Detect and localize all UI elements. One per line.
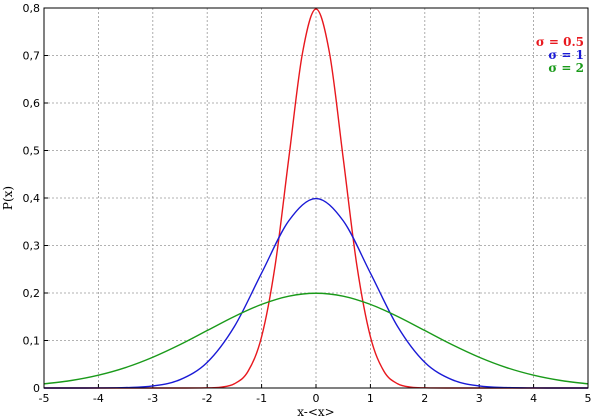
legend-entry: σ = 2 <box>548 61 584 75</box>
x-tick-label: 5 <box>585 392 592 405</box>
y-tick-label: 0 <box>33 382 40 395</box>
legend-entry: σ = 1 <box>548 48 584 62</box>
x-tick-label: 3 <box>476 392 483 405</box>
x-tick-label: -5 <box>39 392 50 405</box>
y-axis-label: P(x) <box>1 186 15 210</box>
plot-frame <box>43 7 589 389</box>
y-tick-label: 0,2 <box>23 287 41 300</box>
y-tick-label: 0,7 <box>23 50 41 63</box>
x-tick-label: 4 <box>530 392 537 405</box>
x-tick-label: -1 <box>256 392 267 405</box>
y-tick-label: 0,3 <box>23 240 41 253</box>
x-tick-label: -3 <box>147 392 158 405</box>
legend-entry: σ = 0.5 <box>536 35 584 49</box>
x-tick-label: 1 <box>367 392 374 405</box>
series-line <box>43 197 589 389</box>
x-tick-label: -4 <box>93 392 104 405</box>
y-tick-label: 0,5 <box>23 145 41 158</box>
legend: σ = 0.5σ = 1σ = 2 <box>536 35 584 75</box>
tick-labels: -5 -4 -3 -2 -1 0 1 2 3 4 5 0 0,1 0,2 0,3 0,4 0,5 0,6 0,7 0,… <box>23 2 592 405</box>
series-line <box>43 292 589 385</box>
x-axis-label: x-<x> <box>297 405 335 419</box>
y-tick-label: 0,4 <box>23 192 41 205</box>
y-tick-label: 0,6 <box>23 97 41 110</box>
x-tick-label: 2 <box>421 392 428 405</box>
x-tick-label: -2 <box>202 392 213 405</box>
y-tick-label: 0,8 <box>23 2 41 15</box>
x-tick-label: 0 <box>313 392 320 405</box>
y-tick-label: 0,1 <box>23 335 41 348</box>
